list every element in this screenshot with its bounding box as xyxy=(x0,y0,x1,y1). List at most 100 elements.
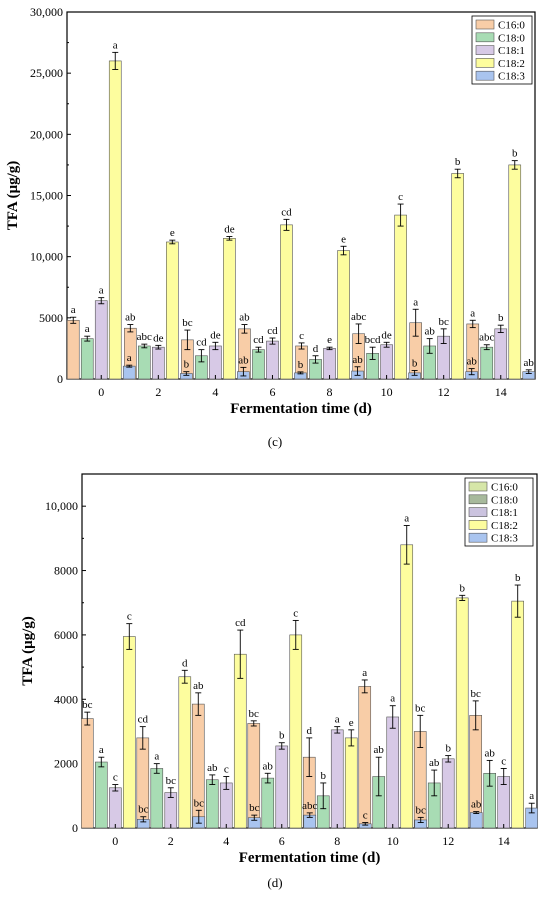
x-axis-title: Fermentation time (d) xyxy=(230,401,372,417)
legend-label: C18:1 xyxy=(498,45,525,57)
bar-c16-0 xyxy=(80,718,94,829)
legend-label: C18:3 xyxy=(498,71,525,83)
bar-c18-3 xyxy=(122,365,136,380)
significance-letter: b xyxy=(298,359,304,371)
x-tick-label: 4 xyxy=(223,834,229,848)
significance-letter: c xyxy=(293,607,298,619)
x-tick-label: 0 xyxy=(112,834,118,848)
significance-letter: bc xyxy=(249,708,260,720)
y-tick-label: 25,000 xyxy=(30,66,63,80)
x-tick-label: 10 xyxy=(387,834,399,848)
significance-letter: a xyxy=(113,39,118,51)
significance-letter: c xyxy=(398,191,403,203)
bar-c16-0 xyxy=(466,323,480,380)
significance-letter: cd xyxy=(138,714,149,726)
significance-letter: abc xyxy=(137,331,152,343)
significance-letter: e xyxy=(327,334,332,346)
x-tick-label: 6 xyxy=(269,385,275,399)
bar-c18-2 xyxy=(122,636,136,829)
bar-c18-1 xyxy=(108,787,122,829)
significance-letter: d xyxy=(313,343,319,355)
bar-c18-2 xyxy=(178,676,192,829)
y-tick-label: 4000 xyxy=(54,692,78,706)
x-tick-label: 4 xyxy=(212,385,218,399)
significance-letter: e xyxy=(341,233,346,245)
significance-letter: a xyxy=(99,285,104,297)
significance-letter: de xyxy=(153,332,164,344)
bar-c18-1 xyxy=(164,792,178,829)
y-tick-label: 6000 xyxy=(54,628,78,642)
significance-letter: bc xyxy=(416,804,427,816)
significance-letter: ab xyxy=(263,760,274,772)
y-axis-title: TFA (μg/g) xyxy=(20,616,36,685)
legend-label: C18:2 xyxy=(498,58,525,70)
significance-letter: ab xyxy=(238,354,249,366)
x-axis-title: Fermentation time (d) xyxy=(239,850,381,866)
x-tick-label: 8 xyxy=(334,834,340,848)
significance-letter: ab xyxy=(429,757,440,769)
significance-letter: c xyxy=(363,810,368,822)
significance-letter: b xyxy=(459,582,465,594)
bar-c18-2 xyxy=(108,60,122,380)
significance-letter: b xyxy=(279,730,285,742)
significance-letter: a xyxy=(362,667,367,679)
y-tick-label: 30,000 xyxy=(30,5,63,19)
significance-letter: b xyxy=(498,312,504,324)
bar-c18-0 xyxy=(80,338,94,380)
bar-c18-0 xyxy=(252,349,265,380)
bar-c18-2 xyxy=(394,214,407,380)
y-tick-label: 0 xyxy=(57,372,63,386)
bar-c18-3 xyxy=(469,812,483,829)
bar-c18-1 xyxy=(494,328,508,380)
bar-c18-2 xyxy=(400,544,414,829)
significance-letter: a xyxy=(390,693,395,705)
significance-letter: b xyxy=(412,357,418,369)
bar-c18-2 xyxy=(337,250,350,380)
y-tick-label: 20,000 xyxy=(30,127,63,141)
legend-swatch xyxy=(475,19,495,30)
significance-letter: d xyxy=(182,657,188,669)
bar-c18-2 xyxy=(511,600,525,829)
bar-c18-1 xyxy=(386,716,400,829)
bar-c18-0 xyxy=(205,779,219,829)
bar-c18-2 xyxy=(280,224,293,380)
bar-c18-0 xyxy=(94,761,108,829)
y-tick-label: 2000 xyxy=(54,757,78,771)
bar-c18-2 xyxy=(451,173,464,380)
legend-label: C18:1 xyxy=(491,507,518,519)
legend-swatch xyxy=(468,507,488,517)
significance-letter: ab xyxy=(466,356,477,368)
significance-letter: ab xyxy=(352,354,363,366)
significance-letter: a xyxy=(413,296,418,308)
significance-letter: c xyxy=(224,764,229,776)
bar-c18-2 xyxy=(166,241,179,380)
significance-letter: ab xyxy=(125,312,136,324)
x-tick-label: 0 xyxy=(98,385,104,399)
bar-c16-0 xyxy=(469,715,483,829)
bar-c18-2 xyxy=(455,597,469,829)
significance-letter: b xyxy=(320,770,326,782)
bar-c18-1 xyxy=(94,300,108,380)
bar-c18-1 xyxy=(209,345,222,380)
legend-swatch xyxy=(475,45,495,55)
significance-letter: de xyxy=(381,329,392,341)
bar-c18-1 xyxy=(266,340,279,380)
significance-letter: ab xyxy=(374,744,385,756)
significance-letter: bc xyxy=(471,688,482,700)
y-tick-label: 5000 xyxy=(39,311,63,325)
bar-c18-0 xyxy=(261,777,275,829)
significance-letter: d xyxy=(306,725,312,737)
y-tick-label: 0 xyxy=(72,821,78,835)
significance-letter: cd xyxy=(281,206,292,218)
legend-label: C18:0 xyxy=(498,32,525,44)
legend-swatch xyxy=(475,70,495,81)
bar-c16-0 xyxy=(358,686,372,829)
legend-swatch xyxy=(475,32,495,43)
significance-letter: a xyxy=(529,790,534,802)
significance-letter: e xyxy=(349,717,354,729)
x-tick-label: 2 xyxy=(155,385,161,399)
significance-letter: abc xyxy=(302,800,317,812)
bar-c18-2 xyxy=(223,238,236,380)
